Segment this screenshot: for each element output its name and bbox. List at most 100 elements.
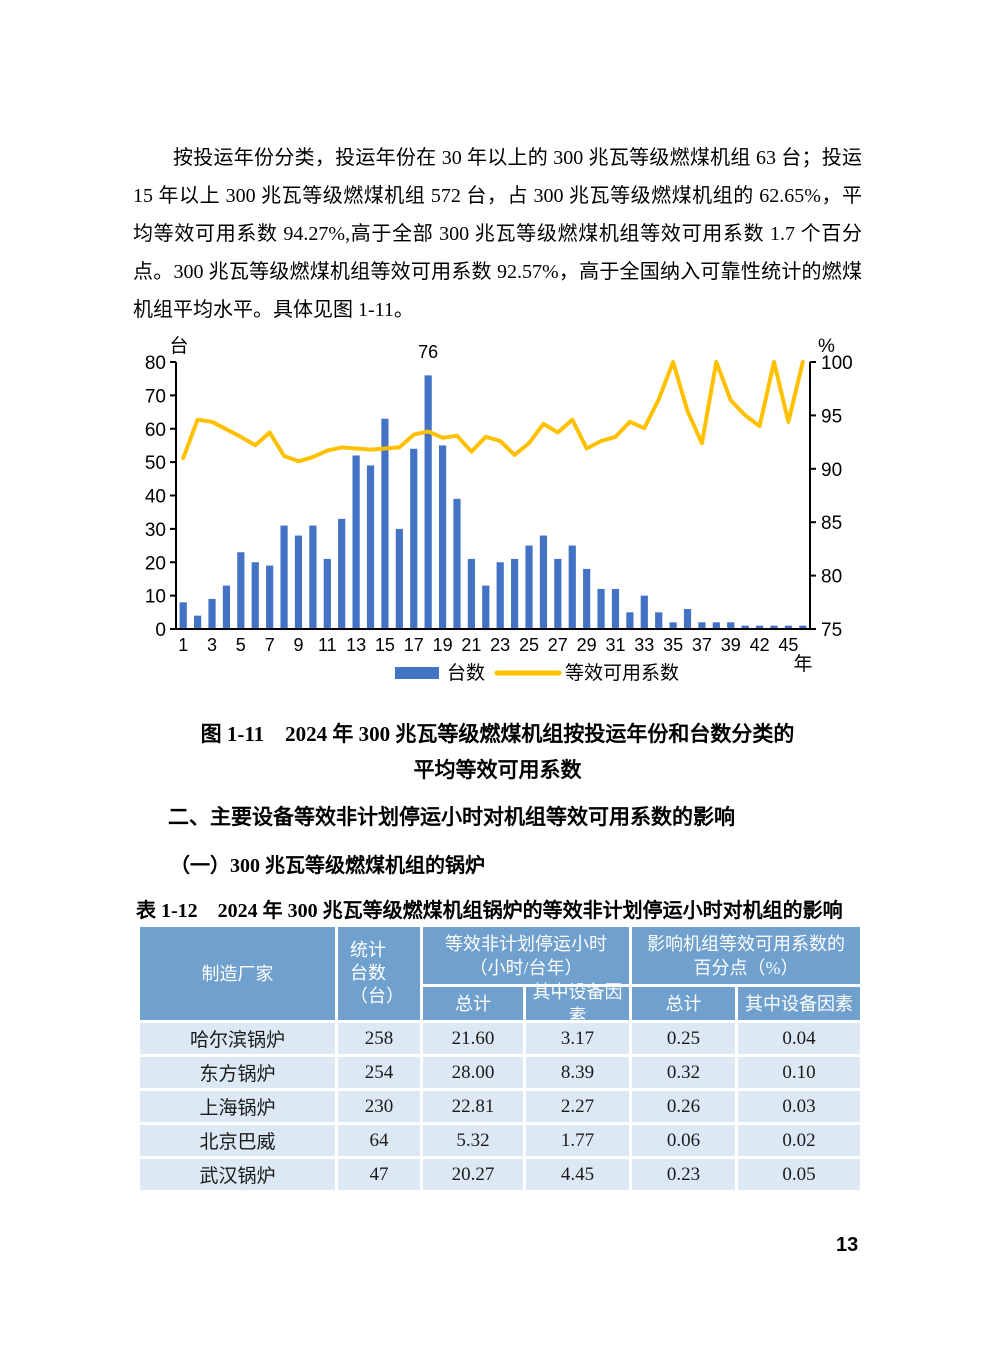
manufacturer-cell: 东方锅炉 xyxy=(140,1057,335,1088)
value-cell: 64 xyxy=(338,1125,420,1156)
figure-caption-line2: 平均等效可用系数 xyxy=(413,758,582,782)
bar xyxy=(323,558,331,629)
bar xyxy=(352,455,360,629)
bar xyxy=(741,625,749,629)
bar xyxy=(727,622,735,629)
bar xyxy=(251,562,259,629)
bar xyxy=(424,375,432,629)
bar xyxy=(366,465,375,629)
bar xyxy=(338,518,346,629)
x-tick-label: 1 xyxy=(178,635,188,655)
manufacturer-cell: 北京巴威 xyxy=(140,1125,335,1156)
x-tick-label: 19 xyxy=(433,635,453,655)
bar xyxy=(683,608,692,629)
x-tick-label: 35 xyxy=(663,635,683,655)
left-tick-label: 0 xyxy=(155,620,166,641)
bar xyxy=(266,565,274,629)
x-tick-label: 37 xyxy=(692,635,712,655)
bar xyxy=(294,535,303,629)
bar xyxy=(784,625,792,629)
x-tick-label: 45 xyxy=(778,635,798,655)
bar xyxy=(568,545,576,629)
value-cell: 0.02 xyxy=(738,1125,860,1156)
x-tick-label: 17 xyxy=(404,635,424,655)
header-manufacturer: 制造厂家 xyxy=(140,927,335,1020)
bar xyxy=(496,562,504,629)
x-tick-label: 3 xyxy=(207,635,217,655)
value-cell: 0.04 xyxy=(738,1023,860,1054)
left-tick-label: 70 xyxy=(145,386,166,407)
subsection-heading: （一）300 兆瓦等级燃煤机组的锅炉 xyxy=(170,855,485,877)
x-tick-label: 15 xyxy=(375,635,395,655)
bar xyxy=(655,612,663,629)
x-tick-label: 23 xyxy=(490,635,510,655)
bar xyxy=(309,525,317,629)
page-number: 13 xyxy=(836,1234,859,1256)
right-tick-label: 85 xyxy=(821,513,842,534)
availability-line xyxy=(181,360,805,464)
right-tick-label: 90 xyxy=(821,460,842,481)
left-tick-label: 30 xyxy=(145,520,166,541)
legend-bar-swatch xyxy=(395,667,439,679)
left-tick-label: 20 xyxy=(145,553,166,574)
left-tick-label: 60 xyxy=(145,420,166,441)
x-tick-label: 33 xyxy=(634,635,654,655)
value-cell: 4.45 xyxy=(526,1159,629,1190)
manufacturer-cell: 武汉锅炉 xyxy=(140,1159,335,1190)
header-unit-count: 统计 台数 （台） xyxy=(338,927,420,1020)
bar xyxy=(381,418,389,629)
header-group-impact: 影响机组等效可用系数的 百分点（%） xyxy=(632,927,860,984)
value-cell: 2.27 xyxy=(526,1091,629,1122)
x-tick-label: 7 xyxy=(265,635,275,655)
bar xyxy=(194,615,202,629)
x-tick-label: 13 xyxy=(346,635,366,655)
bar xyxy=(395,528,403,630)
header-total-2: 总计 xyxy=(632,987,735,1020)
left-tick-label: 50 xyxy=(145,453,166,474)
bar xyxy=(237,552,245,629)
value-cell: 0.25 xyxy=(632,1023,735,1054)
header-equipment-factor-1: 其中设备因素 xyxy=(526,982,629,1026)
value-cell: 258 xyxy=(338,1023,420,1054)
left-tick-label: 10 xyxy=(145,587,166,608)
manufacturer-cell: 上海锅炉 xyxy=(140,1091,335,1122)
bar xyxy=(539,535,548,629)
value-cell: 0.06 xyxy=(632,1125,735,1156)
figure-caption: 图 1-11 2024 年 300 兆瓦等级燃煤机组按投运年份和台数分类的 平均… xyxy=(133,716,862,788)
legend-bar-label: 台数 xyxy=(447,662,485,684)
x-tick-label: 25 xyxy=(519,635,539,655)
section-heading: 二、主要设备等效非计划停运小时对机组等效可用系数的影响 xyxy=(168,805,735,829)
x-tick-label: 31 xyxy=(605,635,625,655)
bar xyxy=(554,558,562,629)
left-tick-label: 80 xyxy=(145,353,166,374)
bar xyxy=(669,622,677,629)
legend-line-label: 等效可用系数 xyxy=(565,662,679,684)
bar xyxy=(799,625,807,629)
header-total-1: 总计 xyxy=(423,987,523,1020)
bar xyxy=(511,558,519,629)
header-equipment-factor-2: 其中设备因素 xyxy=(738,987,860,1020)
manufacturer-cell: 哈尔滨锅炉 xyxy=(140,1023,335,1054)
value-cell: 8.39 xyxy=(526,1057,629,1088)
bar xyxy=(453,498,461,629)
value-cell: 0.05 xyxy=(738,1159,860,1190)
right-tick-label: 100 xyxy=(821,353,853,374)
value-cell: 0.32 xyxy=(632,1057,735,1088)
bar xyxy=(208,598,216,629)
x-tick-label: 27 xyxy=(548,635,568,655)
right-tick-label: 95 xyxy=(821,406,842,427)
right-axis-unit: % xyxy=(818,336,835,357)
bar xyxy=(698,622,706,629)
figure-1-11-chart: 0 10 20 30 40 50 60 70 80 75 80 85 90 95 100 1 3 5 7 9 11 13 1… xyxy=(145,335,875,690)
x-tick-label: 29 xyxy=(577,635,597,655)
figure-caption-line1: 图 1-11 2024 年 300 兆瓦等级燃煤机组按投运年份和台数分类的 xyxy=(200,722,795,746)
value-cell: 5.32 xyxy=(423,1125,523,1156)
bar xyxy=(438,445,447,629)
table-1-12: 制造厂家 统计 台数 （台） 等效非计划停运小时 （小时/台年） 影响机组等效可… xyxy=(140,927,863,1190)
value-cell: 1.77 xyxy=(526,1125,629,1156)
x-tick-label: 42 xyxy=(750,635,770,655)
x-tick-label: 11 xyxy=(318,635,337,655)
bar xyxy=(640,595,648,630)
left-axis-unit: 台 xyxy=(169,336,188,357)
